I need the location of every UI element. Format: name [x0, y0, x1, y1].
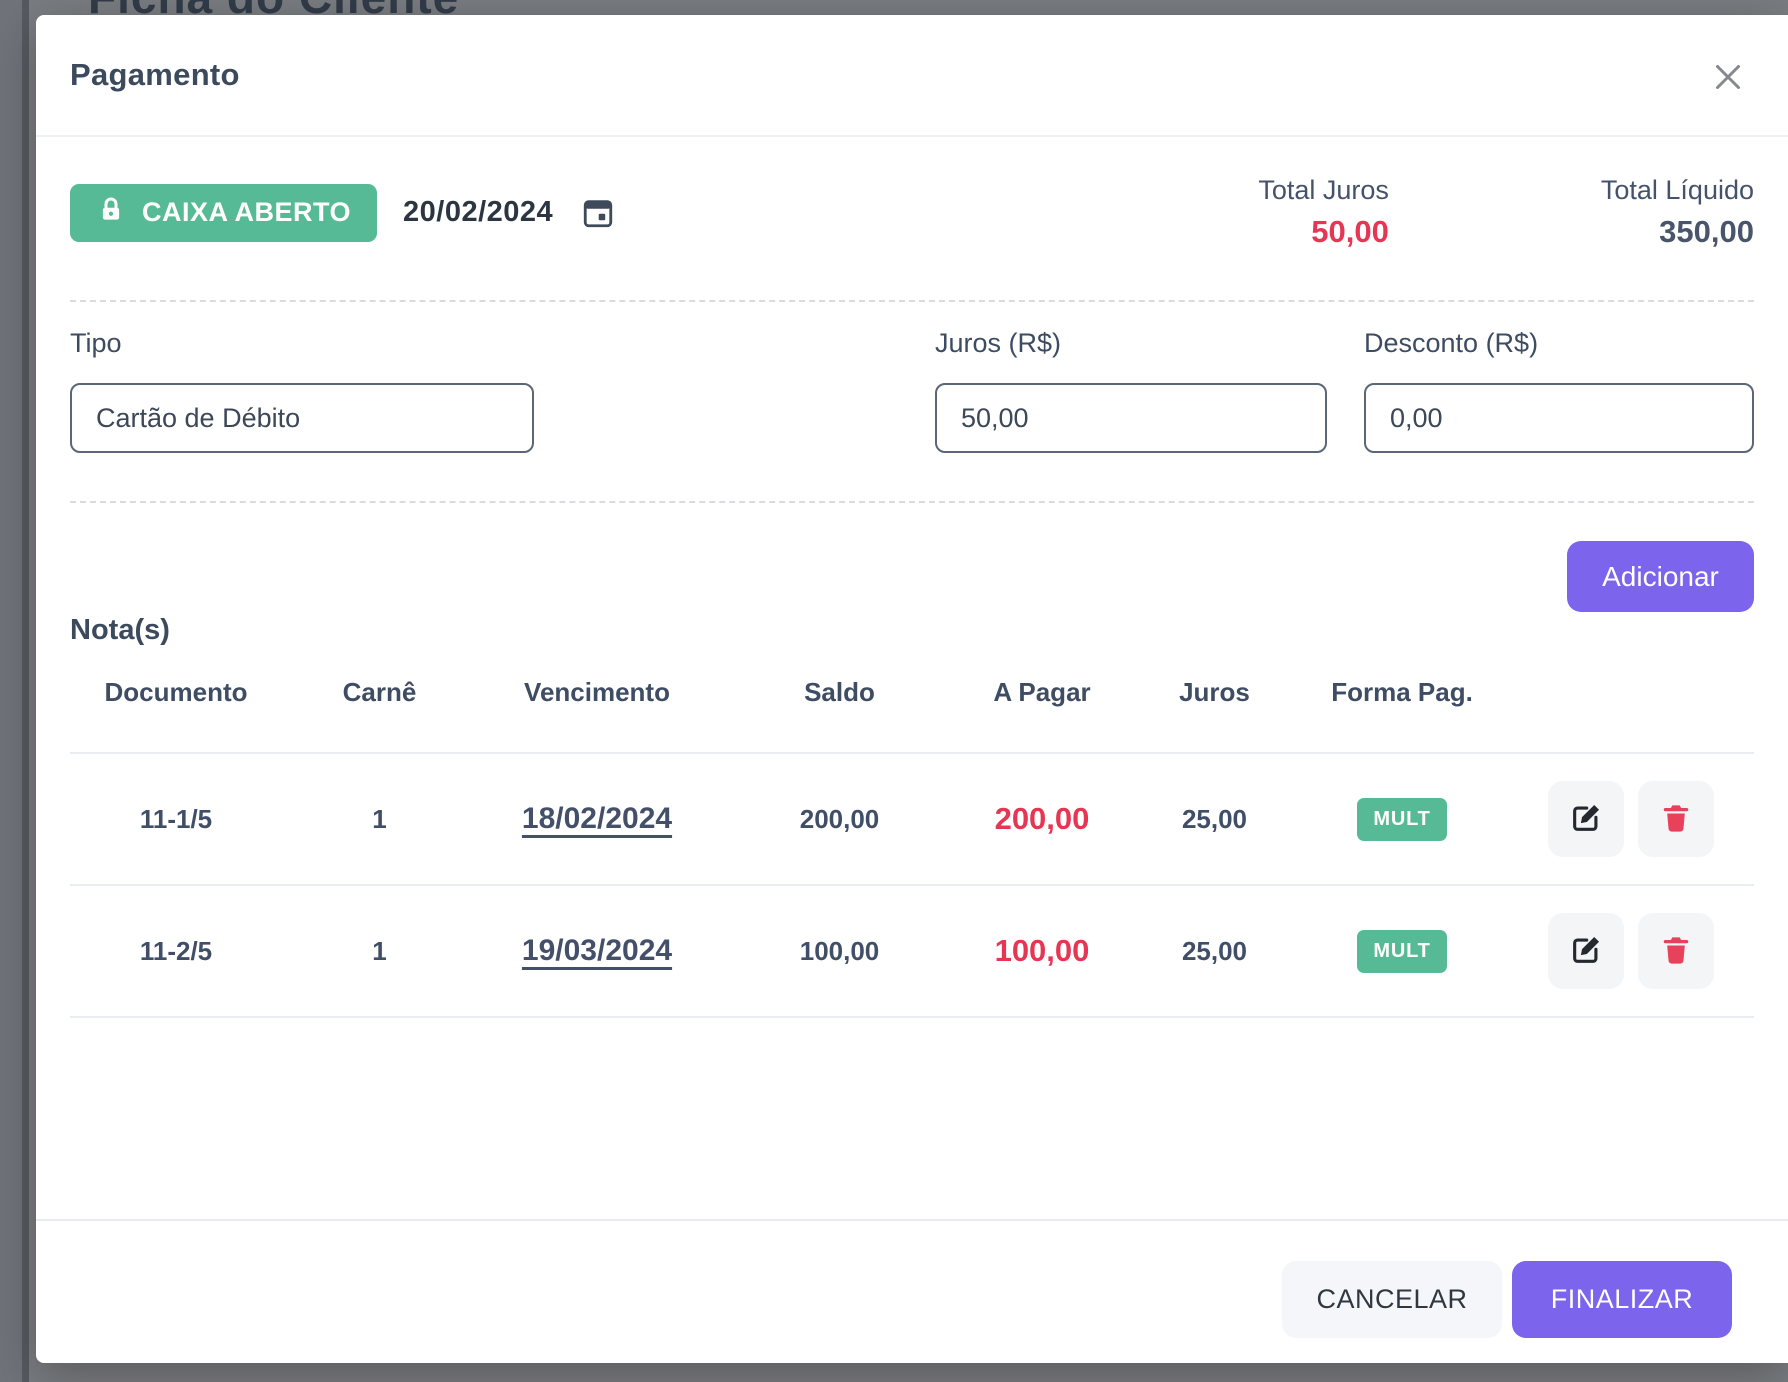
col-documento: Documento: [70, 663, 282, 754]
col-juros: Juros: [1122, 663, 1307, 754]
caixa-status-label: CAIXA ABERTO: [142, 197, 352, 227]
notes-table: Documento Carnê Vencimento Saldo A Pagar…: [70, 663, 1754, 1018]
juros-label: Juros (R$): [935, 328, 1062, 358]
col-acoes: [1497, 663, 1754, 754]
finalizar-button[interactable]: FINALIZAR: [1512, 1261, 1732, 1338]
edit-icon: [1569, 933, 1603, 970]
forma-pag-badge: MULT: [1357, 797, 1447, 841]
modal-footer: CANCELAR FINALIZAR: [36, 1219, 1788, 1363]
cell-documento: 11-1/5: [70, 753, 282, 886]
lock-icon: [96, 194, 126, 231]
total-juros-block: Total Juros 50,00: [1258, 175, 1389, 250]
delete-note-button[interactable]: [1638, 781, 1714, 857]
close-button[interactable]: [1708, 57, 1748, 97]
table-row: 11-2/5 1 19/03/2024 100,00 100,00 25,00 …: [70, 885, 1754, 1018]
juros-input[interactable]: [935, 383, 1327, 453]
cell-a-pagar: 100,00: [962, 885, 1122, 1018]
edit-note-button[interactable]: [1548, 913, 1624, 989]
delete-note-button[interactable]: [1638, 913, 1714, 989]
date-picker-button[interactable]: [581, 196, 615, 230]
caixa-status-badge: CAIXA ABERTO: [70, 183, 378, 242]
desconto-label: Desconto (R$): [1364, 328, 1539, 358]
adicionar-row: Adicionar: [70, 541, 1754, 612]
edit-note-button[interactable]: [1548, 781, 1624, 857]
adicionar-button[interactable]: Adicionar: [1567, 541, 1754, 612]
cell-carne: 1: [282, 753, 477, 886]
total-liquido-label: Total Líquido: [1600, 175, 1754, 205]
cell-documento: 11-2/5: [70, 885, 282, 1018]
close-icon: [1710, 65, 1746, 98]
notes-section-title: Nota(s): [70, 614, 170, 646]
total-liquido-value: 350,00: [1659, 214, 1754, 249]
total-liquido-block: Total Líquido 350,00: [1601, 175, 1754, 250]
desconto-input[interactable]: [1364, 383, 1754, 453]
cell-juros: 25,00: [1122, 885, 1307, 1018]
vencimento-link[interactable]: 19/03/2024: [521, 934, 673, 967]
modal-header: Pagamento: [36, 15, 1788, 137]
background-sidebar: [0, 0, 29, 1382]
notes-table-wrap: Documento Carnê Vencimento Saldo A Pagar…: [70, 663, 1754, 1018]
vencimento-link[interactable]: 18/02/2024: [521, 802, 673, 835]
table-header-row: Documento Carnê Vencimento Saldo A Pagar…: [70, 663, 1754, 754]
col-vencimento: Vencimento: [477, 663, 717, 754]
summary-row: CAIXA ABERTO 20/02/2024 Total Juros: [70, 175, 1754, 302]
col-saldo: Saldo: [717, 663, 962, 754]
cell-saldo: 100,00: [717, 885, 962, 1018]
payment-date: 20/02/2024: [403, 196, 554, 228]
tipo-input[interactable]: [70, 383, 534, 453]
cell-a-pagar: 200,00: [962, 753, 1122, 886]
cell-saldo: 200,00: [717, 753, 962, 886]
total-juros-value: 50,00: [1311, 214, 1389, 249]
totals: Total Juros 50,00 Total Líquido 350,00: [1258, 175, 1754, 250]
edit-icon: [1569, 801, 1603, 838]
table-row: 11-1/5 1 18/02/2024 200,00 200,00 25,00 …: [70, 753, 1754, 886]
trash-icon: [1660, 802, 1692, 837]
trash-icon: [1660, 934, 1692, 969]
modal-title: Pagamento: [70, 57, 240, 92]
cell-carne: 1: [282, 885, 477, 1018]
tipo-label: Tipo: [70, 328, 122, 358]
modal-body: CAIXA ABERTO 20/02/2024 Total Juros: [36, 137, 1788, 1219]
payment-form: Tipo Juros (R$) Desconto (R$): [70, 328, 1754, 503]
col-a-pagar: A Pagar: [962, 663, 1122, 754]
cell-juros: 25,00: [1122, 753, 1307, 886]
col-carne: Carnê: [282, 663, 477, 754]
cancelar-button[interactable]: CANCELAR: [1282, 1261, 1502, 1338]
pagamento-modal: Pagamento: [36, 15, 1788, 1363]
total-juros-label: Total Juros: [1258, 175, 1389, 205]
calendar-icon: [581, 199, 615, 233]
col-forma-pag: Forma Pag.: [1307, 663, 1497, 754]
forma-pag-badge: MULT: [1357, 929, 1447, 973]
